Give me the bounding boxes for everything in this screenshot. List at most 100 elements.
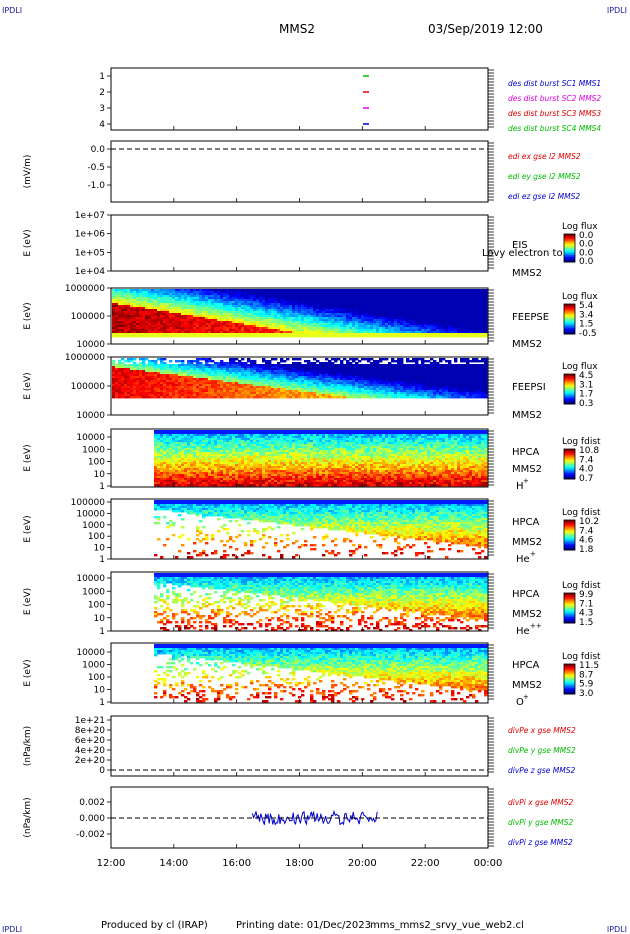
y-axis-label: E (eV): [23, 302, 33, 329]
colorbar-tick-label: 0.0: [579, 257, 594, 267]
hpca_hepp-heatmap: [154, 573, 488, 632]
y-tick-label: 1: [99, 627, 105, 637]
time-tick-label: 20:00: [348, 858, 377, 869]
y-tick-label: 10000: [76, 509, 105, 519]
colorbar-segment: [564, 548, 575, 551]
species-charge: +: [530, 550, 536, 558]
y-tick-label: 1e+05: [75, 248, 105, 258]
colorbar-segment: [564, 317, 575, 320]
y-tick-label: 1000: [82, 661, 105, 671]
y-tick-label: 2e+20: [75, 756, 106, 766]
colorbar-segment: [564, 542, 575, 545]
colorbar-segment: [564, 458, 575, 461]
colorbar-segment: [564, 546, 575, 549]
y-axis-label: E (eV): [23, 588, 33, 615]
instrument-label: HPCA: [512, 447, 540, 458]
y-tick-label: 10: [94, 544, 106, 554]
colorbar-tick-label: 3.4: [579, 310, 594, 320]
spacecraft-label: MMS2: [512, 680, 542, 691]
colorbar-segment: [564, 679, 575, 682]
y-tick-label: 10000: [76, 574, 105, 584]
colorbar-tick-label: 11.5: [579, 661, 599, 671]
colorbar-segment: [564, 375, 575, 379]
y-tick-label: 4e+20: [75, 746, 106, 756]
colorbar-segment: [564, 324, 575, 327]
colorbar-title: Log fdist: [562, 508, 601, 518]
legend-entry: edi ey gse l2 MMS2: [508, 172, 581, 181]
colorbar-segment: [564, 544, 575, 547]
colorbar-segment: [564, 604, 575, 607]
y-tick-label: 0: [99, 766, 105, 776]
colorbar-segment: [564, 315, 575, 318]
time-tick-label: 22:00: [411, 858, 440, 869]
y-tick-label: 1: [99, 72, 105, 82]
y-tick-label: 1e+07: [75, 211, 105, 221]
colorbar-segment: [564, 602, 575, 605]
instrument-label: HPCA: [512, 517, 540, 528]
colorbar-tick-label: 4.6: [579, 536, 594, 546]
colorbar-tick-label: 0.0: [579, 248, 594, 258]
colorbar-segment: [564, 332, 575, 335]
colorbar-segment: [564, 538, 575, 542]
colorbar-segment: [564, 692, 575, 695]
spacecraft-title: MMS2: [279, 22, 315, 36]
colorbar-segment: [564, 520, 575, 523]
time-tick-label: 18:00: [285, 858, 314, 869]
colorbar-tick-label: 0.0: [579, 231, 594, 241]
colorbar-segment: [564, 387, 575, 390]
colorbar-tick-label: 4.3: [579, 609, 593, 619]
colorbar-tick-label: 1.8: [579, 545, 594, 555]
instrument-label: EIS: [512, 240, 528, 251]
colorbar-segment: [564, 396, 575, 399]
colorbar-segment: [564, 242, 575, 245]
y-tick-label: 10: [94, 470, 106, 480]
y-tick-label: 0.0: [91, 145, 106, 155]
colorbar-segment: [564, 374, 575, 377]
colorbar-segment: [564, 319, 575, 322]
y-tick-label: 1000: [82, 521, 105, 531]
species-charge: +: [523, 477, 529, 485]
colorbar-segment: [564, 392, 575, 396]
spacecraft-label: MMS2: [512, 537, 542, 548]
colorbar-segment: [564, 460, 575, 463]
y-axis-label: E (eV): [23, 515, 33, 542]
colorbar-title: Log fdist: [562, 437, 601, 447]
y-tick-label: 100000: [71, 382, 106, 392]
colorbar-title: Log fdist: [562, 581, 601, 591]
colorbar-segment: [564, 398, 575, 401]
colorbar-segment: [564, 540, 575, 543]
corner-label-bottom-left: IPDLI: [2, 925, 23, 934]
colorbar-segment: [564, 594, 575, 598]
y-tick-label: 100: [88, 458, 105, 468]
y-tick-label: 1: [99, 555, 105, 565]
colorbar-segment: [564, 598, 575, 601]
y-tick-label: 100: [88, 601, 105, 611]
colorbar-tick-label: 3.1: [579, 380, 593, 390]
y-tick-label: 10000: [76, 433, 105, 443]
colorbar-segment: [564, 600, 575, 603]
colorbar-segment: [564, 260, 575, 263]
colorbar-segment: [564, 680, 575, 684]
colorbar-segment: [564, 477, 575, 480]
colorbar-segment: [564, 237, 575, 240]
species-label: H: [516, 481, 524, 492]
y-tick-label: 1e+06: [75, 230, 106, 240]
colorbar-segment: [564, 305, 575, 309]
colorbar-segment: [564, 606, 575, 609]
colorbar-segment: [564, 258, 575, 261]
y-axis-label: (nPa/km): [23, 726, 33, 766]
y-axis-label: E (eV): [23, 659, 33, 686]
colorbar-frame: [563, 233, 576, 263]
instrument-label: HPCA: [512, 660, 540, 671]
colorbar-segment: [564, 389, 575, 392]
colorbar-segment: [564, 688, 575, 691]
colorbar-segment: [564, 665, 575, 669]
colorbar-title: Log flux: [562, 222, 598, 232]
colorbar-segment: [564, 400, 575, 403]
colorbar-segment: [564, 619, 575, 622]
colorbar-segment: [564, 533, 575, 536]
colorbar-segment: [564, 469, 575, 472]
y-tick-label: 100000: [71, 312, 106, 322]
colorbar-segment: [564, 390, 575, 394]
